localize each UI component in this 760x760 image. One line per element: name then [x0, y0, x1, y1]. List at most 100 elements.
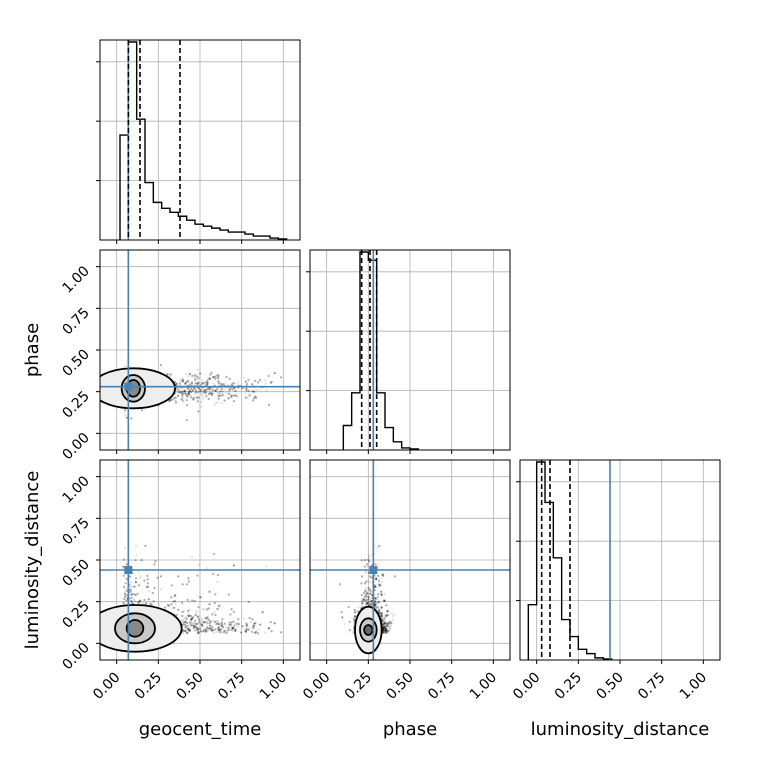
sample-point: [257, 381, 260, 384]
sample-point: [166, 372, 169, 376]
sample-point: [218, 392, 221, 395]
sample-point: [158, 603, 161, 606]
sample-point: [177, 394, 180, 397]
sample-point: [181, 378, 184, 381]
sample-point: [264, 631, 267, 634]
sample-point: [190, 382, 193, 385]
sample-point: [230, 383, 233, 386]
sample-point: [201, 382, 204, 385]
sample-point: [185, 380, 188, 383]
sample-point: [216, 376, 219, 380]
sample-point: [214, 375, 217, 378]
sample-point: [209, 373, 212, 376]
sample-point: [212, 376, 215, 379]
sample-point: [258, 378, 262, 382]
sample-point: [253, 397, 256, 400]
sample-point: [207, 377, 210, 380]
sample-point: [186, 395, 189, 398]
sample-point: [232, 382, 235, 385]
sample-point: [232, 400, 235, 403]
sample-point: [188, 383, 191, 386]
sample-point: [188, 372, 191, 376]
sample-point: [199, 390, 202, 393]
sample-point: [186, 387, 189, 390]
sample-point: [210, 394, 213, 397]
sample-point: [220, 387, 223, 391]
sample-point: [227, 397, 230, 400]
sample-point: [178, 382, 182, 385]
sample-point: [188, 389, 192, 392]
sample-point: [169, 373, 172, 376]
sample-point: [217, 380, 220, 383]
sample-point: [187, 379, 190, 382]
sample-point: [257, 381, 260, 384]
sample-point: [181, 396, 185, 399]
sample-point: [206, 379, 209, 382]
sample-point: [193, 387, 197, 391]
sample-point: [268, 403, 271, 407]
sample-point: [224, 391, 228, 394]
sample-point: [280, 376, 283, 379]
sample-point: [220, 382, 223, 385]
sample-point: [181, 380, 185, 383]
sample-point: [270, 380, 273, 383]
sample-point: [208, 388, 211, 391]
sample-point: [203, 388, 206, 392]
sample-point: [177, 394, 180, 397]
sample-point: [182, 390, 185, 393]
sample-point: [212, 376, 215, 379]
sample-point: [273, 371, 276, 375]
sample-point: [199, 384, 202, 387]
sample-point: [229, 395, 233, 399]
sample-point: [123, 409, 127, 412]
sample-point: [190, 381, 194, 384]
sample-point: [250, 383, 254, 386]
sample-point: [181, 380, 185, 383]
sample-point: [206, 381, 209, 384]
sample-point: [200, 405, 203, 408]
sample-point: [180, 390, 183, 393]
sample-point: [202, 383, 205, 386]
sample-point: [210, 371, 213, 374]
sample-point: [208, 391, 212, 395]
sample-point: [216, 387, 219, 390]
sample-point: [220, 387, 223, 391]
sample-point: [177, 388, 180, 392]
sample-point: [184, 392, 187, 395]
sample-point: [217, 374, 220, 377]
sample-point: [196, 400, 199, 403]
sample-point: [217, 376, 220, 379]
sample-point: [183, 389, 186, 392]
sample-point: [214, 377, 217, 380]
sample-point: [205, 383, 208, 387]
sample-point: [223, 399, 226, 402]
sample-point: [235, 394, 238, 398]
sample-point: [204, 391, 207, 394]
sample-point: [196, 400, 199, 403]
sample-point: [228, 377, 231, 380]
sample-point: [210, 392, 214, 395]
sample-point: [245, 387, 248, 390]
panel-luminosity_distance-geocent_time: [100, 460, 300, 660]
sample-point: [220, 401, 224, 405]
sample-point: [207, 397, 210, 401]
sample-point: [194, 378, 197, 381]
sample-point: [228, 388, 231, 391]
sample-point: [244, 380, 247, 383]
sample-point: [219, 394, 222, 397]
sample-point: [181, 399, 184, 402]
sample-point: [273, 371, 276, 375]
sample-point: [167, 373, 170, 376]
sample-point: [244, 396, 247, 399]
sample-point: [184, 392, 187, 396]
sample-point: [169, 399, 172, 402]
sample-point: [209, 373, 212, 376]
sample-point: [196, 391, 199, 394]
sample-point: [217, 378, 220, 381]
sample-point: [251, 390, 254, 393]
sample-point: [216, 387, 219, 390]
sample-point: [187, 393, 191, 396]
sample-point: [237, 381, 240, 384]
sample-point: [235, 394, 238, 398]
sample-point: [204, 393, 207, 396]
